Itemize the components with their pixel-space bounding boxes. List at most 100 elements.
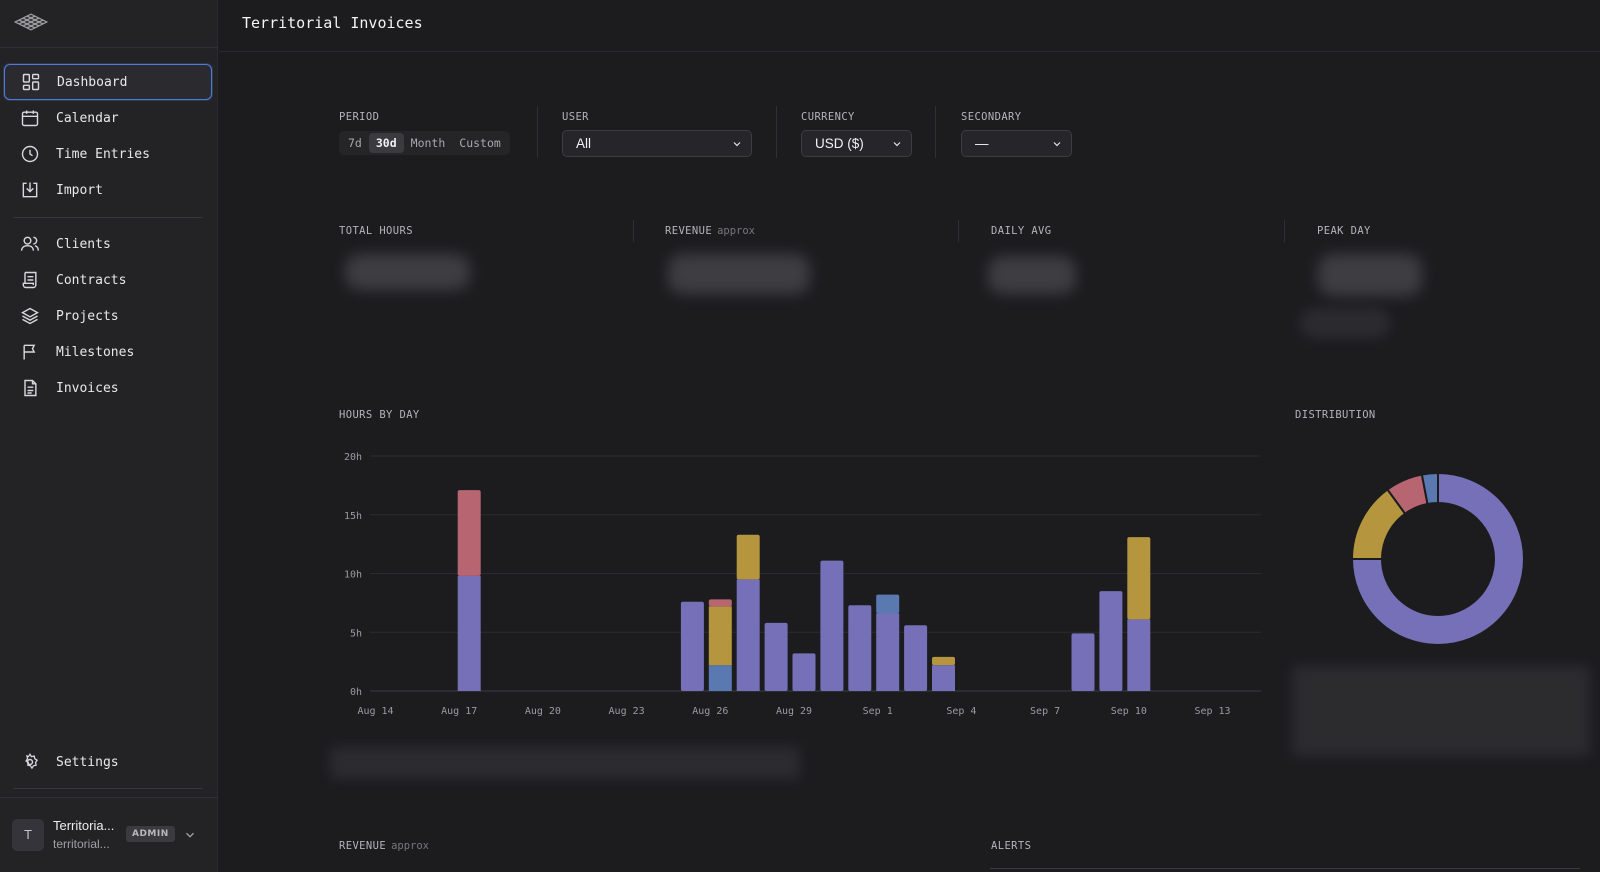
chevron-down-icon <box>733 142 741 147</box>
kpi-revenue-value <box>668 254 810 294</box>
sidebar-item-dashboard[interactable]: Dashboard <box>4 64 212 100</box>
kpi-total-hours-label: TOTAL HOURS <box>339 225 413 237</box>
secondary-select[interactable]: — <box>961 130 1072 157</box>
users-icon <box>20 236 40 251</box>
file-text-icon <box>24 379 37 397</box>
chevron-down-icon[interactable] <box>183 828 197 842</box>
sidebar-item-label: Settings <box>56 754 119 770</box>
bar-segment <box>932 656 955 666</box>
bar-segment <box>876 594 900 614</box>
y-tick-label: 0h <box>350 687 362 698</box>
period-option-7d[interactable]: 7d <box>348 136 362 150</box>
sidebar-item-contracts[interactable]: Contracts <box>4 262 212 298</box>
sidebar-divider <box>0 47 218 48</box>
hours-by-day-title: HOURS BY DAY <box>339 409 420 421</box>
calendar-icon <box>21 110 39 127</box>
import-icon <box>22 182 38 198</box>
filter-divider <box>537 106 538 158</box>
avatar[interactable]: T <box>12 819 44 851</box>
user-select[interactable]: All <box>562 130 752 157</box>
sidebar-item-projects[interactable]: Projects <box>4 298 212 334</box>
secondary-select-value: — <box>975 136 989 151</box>
alerts-divider <box>990 868 1580 869</box>
chevron-down-icon <box>1053 142 1061 147</box>
sidebar-item-settings[interactable]: Settings <box>4 744 212 780</box>
sidebar-item-label: Calendar <box>56 110 119 126</box>
sidebar-item-label: Dashboard <box>57 74 128 90</box>
sidebar-item-milestones[interactable]: Milestones <box>4 334 212 370</box>
x-tick-label: Sep 1 <box>863 706 893 717</box>
filter-divider <box>776 106 777 158</box>
bar-segment <box>876 613 900 691</box>
kpi-divider <box>1284 220 1285 242</box>
bar-segment <box>736 579 760 691</box>
sidebar-divider <box>14 788 202 789</box>
logo-icon[interactable] <box>12 10 50 34</box>
sidebar-item-clients[interactable]: Clients <box>4 226 212 262</box>
page-title: Territorial Invoices <box>242 14 423 32</box>
kpi-daily-avg-label: DAILY AVG <box>991 225 1052 237</box>
user-select-value: All <box>576 136 592 151</box>
y-tick-label: 20h <box>344 452 362 463</box>
x-tick-label: Aug 14 <box>357 706 393 717</box>
sidebar-item-calendar[interactable]: Calendar <box>4 100 212 136</box>
revenue-section-title: REVENUE approx <box>339 840 429 852</box>
bar-segment <box>708 606 732 666</box>
x-tick-label: Aug 23 <box>609 706 645 717</box>
sidebar: Dashboard Calendar Time Entries Import C… <box>0 0 218 872</box>
bar-segment <box>457 575 481 691</box>
kpi-daily-avg-value <box>988 256 1076 294</box>
bar-segment <box>1099 591 1123 691</box>
bar-segment <box>680 601 704 691</box>
period-option-custom[interactable]: Custom <box>459 136 501 150</box>
dashboard-icon <box>22 73 40 91</box>
sidebar-item-invoices[interactable]: Invoices <box>4 370 212 406</box>
currency-filter-label: CURRENCY <box>801 111 855 123</box>
sidebar-item-label: Invoices <box>56 380 119 396</box>
sidebar-item-label: Clients <box>56 236 111 252</box>
scroll-icon <box>22 271 37 289</box>
x-tick-label: Sep 4 <box>946 706 976 717</box>
currency-select[interactable]: USD ($) <box>801 130 912 157</box>
bar-segment <box>708 665 732 691</box>
sidebar-item-label: Time Entries <box>56 146 150 162</box>
distribution-title: DISTRIBUTION <box>1295 409 1376 421</box>
x-tick-label: Sep 10 <box>1111 706 1147 717</box>
chevron-down-icon <box>893 142 901 147</box>
role-badge: ADMIN <box>126 826 175 842</box>
period-option-30d[interactable]: 30d <box>368 133 404 153</box>
kpi-total-hours-value <box>345 254 470 290</box>
user-name: Territoria... <box>53 818 115 833</box>
period-option-month[interactable]: Month <box>410 136 446 150</box>
bar-segment <box>848 605 872 691</box>
kpi-peak-day-value <box>1318 254 1422 296</box>
sidebar-item-label: Milestones <box>56 344 135 360</box>
kpi-revenue-label: REVENUE approx <box>665 225 755 237</box>
user-menu[interactable]: T Territoria... territorial... ADMIN <box>0 797 218 872</box>
sidebar-item-label: Contracts <box>56 272 127 288</box>
sidebar-item-label: Projects <box>56 308 119 324</box>
bar-segment <box>820 560 844 691</box>
secondary-filter-label: SECONDARY <box>961 111 1022 123</box>
sidebar-item-time-entries[interactable]: Time Entries <box>4 136 212 172</box>
x-tick-label: Sep 13 <box>1194 706 1230 717</box>
x-tick-label: Sep 7 <box>1030 706 1060 717</box>
distribution-legend <box>1292 666 1590 756</box>
clock-icon <box>21 145 39 163</box>
x-tick-label: Aug 17 <box>441 706 477 717</box>
sidebar-item-label: Import <box>56 182 103 198</box>
user-subtitle: territorial... <box>53 837 110 851</box>
alerts-section-title: ALERTS <box>991 840 1032 852</box>
bar-segment <box>904 625 928 691</box>
bar-segment <box>1127 619 1151 691</box>
layers-icon <box>21 307 39 325</box>
gear-icon <box>25 753 39 770</box>
x-tick-label: Aug 29 <box>776 706 812 717</box>
sidebar-item-import[interactable]: Import <box>4 172 212 208</box>
chart-legend <box>330 747 800 779</box>
filter-divider <box>935 106 936 158</box>
bar-segment <box>932 665 955 691</box>
x-tick-label: Aug 26 <box>692 706 728 717</box>
period-selector[interactable]: 7d 30d Month Custom <box>339 131 510 155</box>
x-tick-label: Aug 20 <box>525 706 561 717</box>
